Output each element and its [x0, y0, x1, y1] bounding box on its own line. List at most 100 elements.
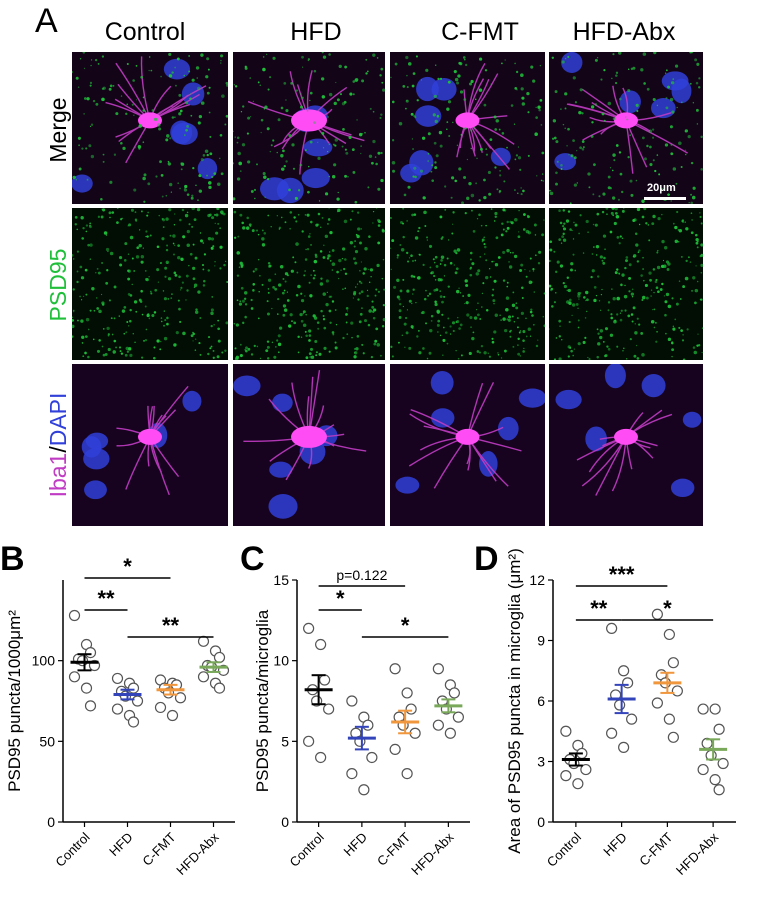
data-point	[618, 741, 630, 753]
x-tick-label: Control	[52, 829, 92, 869]
chart-c: 0 5 10 15 PSD95 puncta/microglia Control HFD C-…	[253, 567, 470, 878]
data-point	[651, 608, 663, 620]
data-point	[626, 713, 638, 725]
y-tick-label: 0	[537, 814, 545, 830]
y-tick-label: 12	[529, 572, 545, 588]
data-point	[671, 685, 683, 697]
panel-b-letter: B	[0, 540, 25, 578]
data-point	[401, 687, 413, 699]
data-point	[68, 609, 81, 622]
data-point	[346, 695, 358, 707]
y-tick-label: 5	[281, 733, 289, 749]
data-point	[213, 682, 226, 694]
row-label-merge: Merge	[45, 97, 71, 163]
significance-label: **	[97, 586, 115, 611]
x-tick-label: Control	[544, 829, 584, 869]
data-point	[213, 651, 226, 664]
row-label-slash: /	[45, 446, 71, 453]
x-tick-label: HFD	[600, 830, 629, 859]
data-point	[709, 703, 721, 715]
row-label-iba1-dapi: Iba1/DAPI	[45, 380, 75, 510]
column-header-control: Control	[104, 18, 186, 46]
data-point	[448, 687, 460, 699]
panel-a-letter: A	[35, 2, 58, 40]
data-point	[303, 622, 315, 635]
data-point	[84, 646, 97, 659]
micrograph-iba1-control	[72, 364, 228, 526]
data-point	[174, 692, 187, 704]
data-point	[346, 768, 358, 780]
y-tick-label: 9	[537, 633, 545, 649]
data-point	[713, 784, 725, 796]
data-point	[197, 671, 210, 683]
column-header-hfd: HFD	[290, 18, 342, 46]
row-label-dapi: DAPI	[45, 392, 71, 447]
panel-d-letter: D	[474, 540, 499, 578]
data-point	[709, 774, 721, 786]
data-point	[358, 784, 370, 796]
data-point	[315, 638, 327, 651]
data-point	[405, 703, 417, 715]
significance-label: *	[401, 613, 410, 638]
x-tick-label: C-FMT	[374, 829, 413, 868]
data-point	[131, 695, 144, 707]
y-tick-label: 10	[273, 653, 289, 669]
data-point	[389, 743, 401, 755]
data-point	[651, 697, 663, 709]
significance-label: ***	[609, 562, 635, 587]
data-point	[697, 763, 709, 776]
y-tick-label: 100	[32, 653, 56, 669]
data-point	[560, 725, 572, 737]
micrograph-psd95-cfmt	[390, 208, 545, 360]
data-point	[663, 713, 675, 725]
data-point	[667, 731, 679, 743]
data-point	[618, 665, 630, 677]
micrograph-merge-hfdabx	[549, 52, 703, 204]
x-tick-label: C-FMT	[139, 829, 178, 868]
micrograph-psd95-control	[72, 208, 228, 360]
data-point	[614, 699, 626, 711]
data-point	[362, 719, 374, 731]
significance-label: *	[663, 596, 672, 621]
x-tick-label: HFD	[340, 830, 369, 859]
micrograph-psd95-hfdabx	[549, 208, 703, 360]
y-axis-label: Area of PSD95 puncta in microglia (μm²)	[505, 548, 524, 854]
micrograph-merge-hfd	[233, 52, 385, 204]
data-point	[389, 663, 401, 675]
significance-label: p=0.122	[336, 567, 387, 583]
significance-label: *	[336, 586, 345, 611]
data-point	[697, 703, 709, 715]
data-point	[197, 635, 210, 647]
data-point	[663, 628, 675, 641]
data-point	[323, 703, 335, 715]
data-point	[606, 727, 618, 739]
x-tick-label: C-FMT	[636, 829, 675, 868]
x-tick-label: HFD-Abx	[673, 829, 722, 878]
micrograph-merge-cfmt	[390, 52, 545, 204]
x-tick-label: HFD	[106, 830, 135, 859]
data-point	[154, 701, 167, 714]
scale-bar-label: 20μm	[647, 182, 676, 194]
y-tick-label: 6	[537, 693, 545, 709]
data-point	[606, 622, 618, 635]
panel-c-letter: C	[240, 540, 265, 578]
y-tick-label: 15	[273, 572, 289, 588]
y-tick-label: 0	[281, 814, 289, 830]
data-point	[444, 727, 456, 739]
data-point	[366, 751, 378, 764]
micrograph-psd95-hfd	[233, 208, 385, 360]
data-point	[401, 768, 413, 780]
data-point	[432, 719, 444, 731]
significance-label: **	[590, 596, 608, 621]
y-axis-label: PSD95 puncta/microglia	[253, 609, 272, 792]
data-point	[303, 735, 315, 747]
data-point	[580, 763, 592, 776]
data-point	[111, 703, 124, 715]
row-label-psd95: PSD95	[45, 248, 71, 322]
y-axis-label: PSD95 puncta/1000μm²	[5, 610, 24, 792]
column-header-cfmt: C-FMT	[441, 18, 519, 46]
y-tick-label: 50	[39, 733, 55, 749]
x-tick-label: Control	[286, 829, 326, 869]
row-label-iba1: Iba1	[45, 452, 71, 498]
